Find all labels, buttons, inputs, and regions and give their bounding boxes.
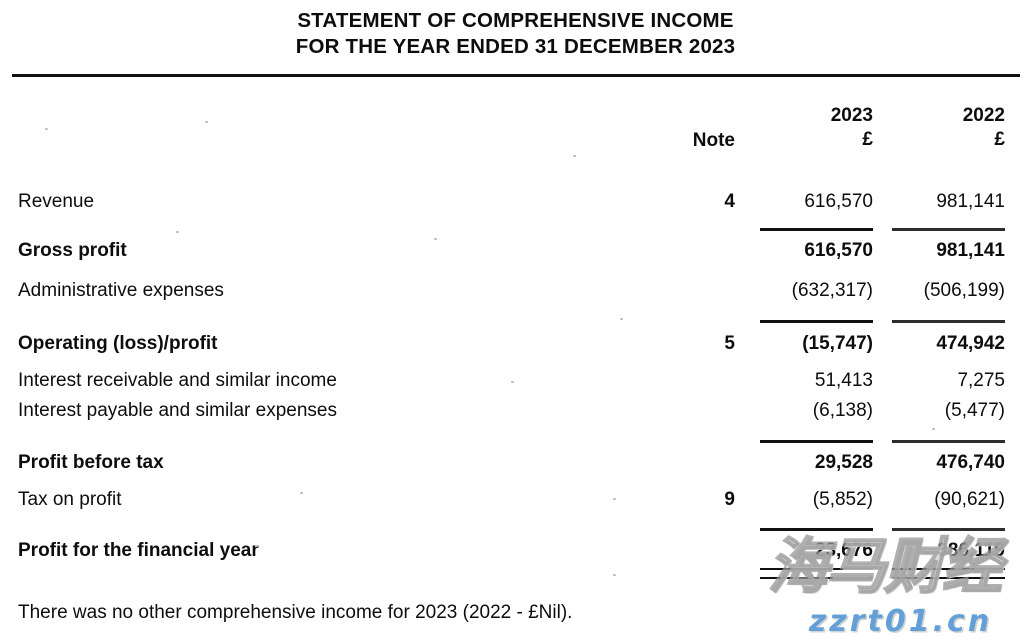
- row-label: Profit before tax: [18, 452, 164, 473]
- row-value-2022: 981,141: [936, 191, 1005, 212]
- row-value-2022: (506,199): [923, 280, 1005, 301]
- row-value-2023: (5,852): [812, 489, 873, 510]
- column-header-year-2022: 2022: [962, 105, 1005, 126]
- column-header-currency-2023: £: [862, 129, 873, 150]
- table-row: Interest receivable and similar income 5…: [0, 368, 1031, 394]
- watermark-url-text: zzrt01.cn: [808, 604, 993, 639]
- row-value-2023: (632,317): [791, 280, 873, 301]
- row-value-2022: (5,477): [944, 400, 1005, 421]
- row-label: Tax on profit: [18, 489, 122, 510]
- subtotal-rule-2023: [760, 320, 873, 323]
- total-rule-2022: [892, 528, 1005, 531]
- row-value-2022: 474,942: [936, 333, 1005, 354]
- header-divider: [12, 74, 1020, 77]
- title-line-1: STATEMENT OF COMPREHENSIVE INCOME: [297, 9, 734, 32]
- table-row: Revenue 4 616,570 981,141: [0, 189, 1031, 215]
- table-row: Profit before tax 29,528 476,740: [0, 450, 1031, 476]
- row-value-2023: 51,413: [814, 370, 873, 391]
- table-row: Gross profit 616,570 981,141: [0, 238, 1031, 264]
- scan-speckle: [613, 498, 616, 500]
- title-line-2: FOR THE YEAR ENDED 31 DECEMBER 2023: [295, 35, 736, 58]
- grand-total-double-rule-2023: [760, 568, 873, 579]
- row-label: Profit for the financial year: [18, 540, 259, 561]
- row-value-2022: 7,275: [957, 370, 1005, 391]
- subtotal-rule-2022: [892, 320, 1005, 323]
- scan-speckle: [620, 318, 623, 320]
- row-label: Interest payable and similar expenses: [18, 400, 337, 421]
- row-value-2022: (90,621): [934, 489, 1005, 510]
- row-label: Operating (loss)/profit: [18, 333, 218, 354]
- page-title: STATEMENT OF COMPREHENSIVE INCOME FOR TH…: [0, 8, 1031, 60]
- subtotal-rule-2023: [760, 440, 873, 443]
- scan-speckle: [511, 381, 514, 383]
- row-note: 9: [724, 489, 735, 510]
- scan-speckle: [573, 155, 576, 157]
- row-label: Gross profit: [18, 240, 127, 261]
- row-label: Interest receivable and similar income: [18, 370, 337, 391]
- row-note: 5: [724, 333, 735, 354]
- subtotal-rule-2023: [760, 228, 873, 231]
- row-value-2022: 476,740: [936, 452, 1005, 473]
- subtotal-rule-2022: [892, 228, 1005, 231]
- row-value-2023: (15,747): [802, 333, 873, 354]
- scan-speckle: [434, 238, 437, 240]
- total-rule-2023: [760, 528, 873, 531]
- scan-speckle: [613, 574, 616, 576]
- column-header-year-2023: 2023: [830, 105, 873, 126]
- scan-speckle: [45, 128, 48, 130]
- row-value-2023: 616,570: [804, 240, 873, 261]
- table-row: Profit for the financial year 23,676 386…: [0, 538, 1031, 564]
- row-label: Administrative expenses: [18, 280, 224, 301]
- scan-speckle: [205, 121, 208, 123]
- row-value-2023: 29,528: [814, 452, 873, 473]
- row-label: Revenue: [18, 191, 95, 212]
- subtotal-rule-2022: [892, 440, 1005, 443]
- scan-speckle: [176, 231, 179, 233]
- row-value-2023: 23,676: [814, 540, 873, 561]
- row-note: 4: [724, 191, 735, 212]
- scan-speckle: [932, 428, 935, 430]
- table-row: Interest payable and similar expenses (6…: [0, 398, 1031, 424]
- table-row: Administrative expenses (632,317) (506,1…: [0, 278, 1031, 304]
- row-value-2022: 386,119: [937, 540, 1005, 561]
- grand-total-double-rule-2022: [892, 568, 1005, 579]
- footnote-text: There was no other comprehensive income …: [18, 602, 573, 623]
- row-value-2023: (6,138): [812, 400, 873, 421]
- table-row: Tax on profit 9 (5,852) (90,621): [0, 487, 1031, 513]
- row-value-2023: 616,570: [804, 191, 873, 212]
- column-header-note: Note: [692, 130, 735, 151]
- table-row: Operating (loss)/profit 5 (15,747) 474,9…: [0, 331, 1031, 357]
- scan-speckle: [255, 545, 258, 547]
- row-value-2022: 981,141: [936, 240, 1005, 261]
- scan-speckle: [300, 492, 303, 494]
- column-header-currency-2022: £: [994, 129, 1005, 150]
